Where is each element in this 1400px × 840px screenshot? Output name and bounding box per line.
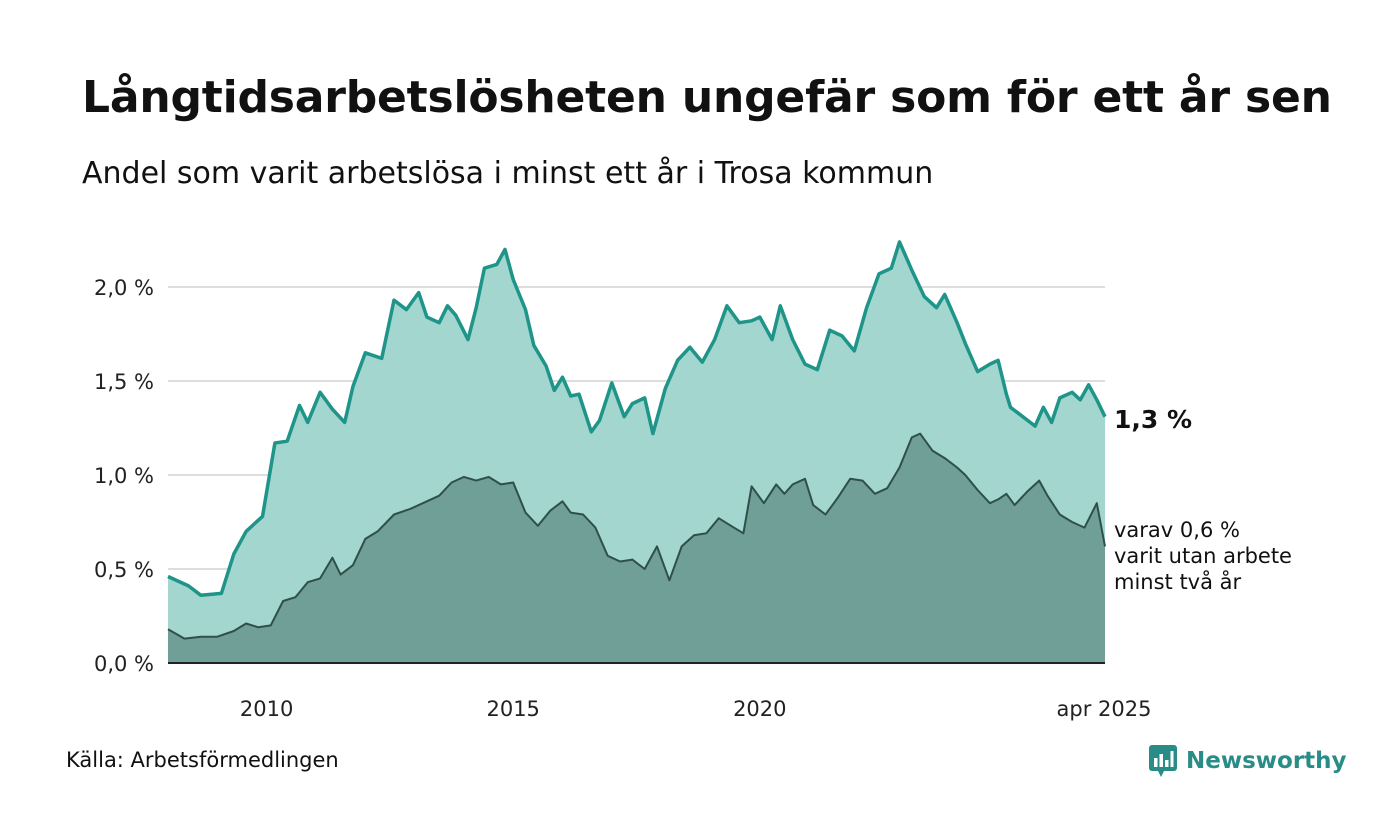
newsworthy-icon [1149,745,1177,777]
y-tick-label: 0,5 % [94,558,154,582]
brand-name: Newsworthy [1186,748,1347,774]
series1-end-label: 1,3 % [1114,405,1192,434]
y-tick-label: 1,0 % [94,464,154,488]
x-tick-label: 2010 [240,697,293,721]
chart-subtitle: Andel som varit arbetslösa i minst ett å… [82,156,934,191]
y-tick-label: 1,5 % [94,370,154,394]
y-tick-label: 2,0 % [94,276,154,300]
source-note: Källa: Arbetsförmedlingen [66,748,339,772]
x-tick-label: 2015 [486,697,539,721]
series2-end-label-line1: varav 0,6 % [1114,518,1240,542]
series-minst_tva_ar-area [168,433,1105,663]
series-minst_tva_ar-line [167,432,1106,640]
area-series [167,240,1107,663]
series-minst_ett_ar-line [167,240,1107,598]
brand-logo: Newsworthy [1148,744,1347,778]
chart-title: Långtidsarbetslösheten ungefär som för e… [82,72,1332,123]
area-chart: 0,0 % 0,5 % 1,0 % 1,5 % 2,0 % 2010 2015 2020 apr… [94,240,1292,721]
x-tick-label: apr 2025 [1057,697,1152,721]
y-tick-label: 0,0 % [94,652,154,676]
x-tick-label: 2020 [733,697,786,721]
series2-end-label-line2: varit utan arbete [1114,544,1292,568]
series2-end-label-line3: minst två år [1114,569,1242,594]
axes: 0,0 % 0,5 % 1,0 % 1,5 % 2,0 % 2010 2015 2020 apr… [94,276,1152,721]
